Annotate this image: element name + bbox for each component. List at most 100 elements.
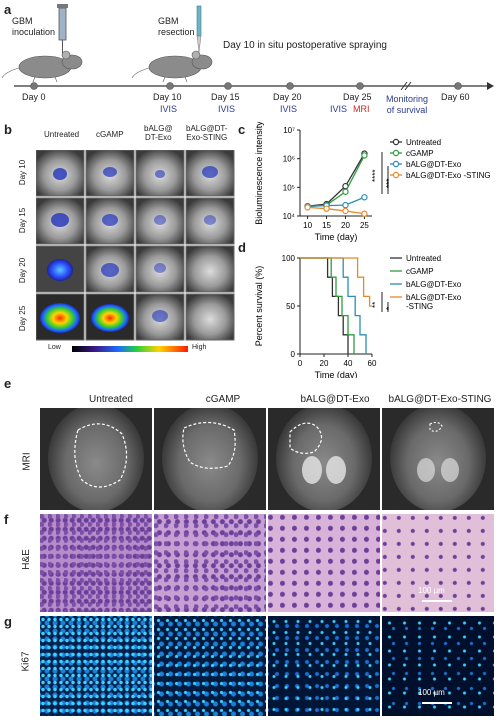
c-point: [304, 204, 311, 211]
timeline-ticks: [30, 82, 462, 90]
d-xtick-label: 20: [320, 359, 329, 368]
res-line1: GBM: [158, 16, 179, 26]
panel-label-g: g: [4, 614, 12, 629]
d-series-line: [300, 257, 349, 354]
he-scale-bar: [422, 600, 452, 602]
d-ylabel: Percent survival (%): [254, 266, 264, 347]
inoc-line2: inoculation: [12, 27, 56, 37]
d-xtick-label: 60: [368, 359, 377, 368]
ivis-row-3: [36, 245, 235, 293]
c-point: [361, 210, 368, 217]
ivis-col-balg-sting: bALG@DT- Exo-STING: [186, 124, 227, 142]
c-legend-label: Untreated: [406, 138, 441, 147]
c-legend-marker: [392, 171, 400, 179]
ivis-row-1: [36, 150, 235, 197]
spray-note: Day 10 in situ postoperative spraying: [223, 40, 387, 51]
day-60: Day 60: [441, 92, 470, 102]
survival-chart: 0 50 100 0 20 40 60 Time (day) Percent survival …: [254, 254, 462, 378]
ivis-row-day25: Day 25: [18, 305, 28, 332]
he-image-balg: [268, 514, 380, 612]
scale-high: High: [192, 344, 207, 351]
c-legend-label: bALG@DT-Exo -STING: [406, 171, 491, 180]
ki67-image-balg: [268, 616, 380, 716]
ivis-row-2: [36, 197, 235, 245]
balg-l2: DT-Exo: [144, 133, 172, 142]
res-line2: resection: [158, 27, 195, 37]
c-point: [323, 205, 330, 212]
syringe-icon: [57, 4, 68, 56]
d-legend-label: bALG@DT-Exo: [406, 280, 462, 289]
timeline-graphic: [1, 4, 494, 91]
ivis-col-cgamp: cGAMP: [96, 130, 124, 139]
d-series-line: [300, 257, 355, 354]
day-10: Day 10: [153, 92, 182, 102]
panel-label-c: c: [238, 122, 246, 137]
d-xtick-label: 40: [344, 359, 353, 368]
mri-image-balg: [268, 408, 380, 510]
mri-col-untreated: Untreated: [89, 394, 133, 405]
c-ytick-label: 10⁴: [283, 212, 296, 221]
ivis-image-grid: [36, 150, 235, 352]
c-legend-marker: [392, 138, 400, 146]
mri-col-cgamp: cGAMP: [205, 394, 241, 405]
mri-row-label: MRI: [21, 452, 33, 471]
c-series-line: [307, 153, 365, 207]
c-point: [361, 194, 368, 201]
ivis-row-4: [36, 293, 235, 341]
gbm-inoculation-label: GBM inoculation: [12, 16, 55, 38]
c-ytick-label: 10⁵: [283, 183, 295, 192]
he-row-label: H&E: [20, 549, 32, 570]
ivis-row-day20: Day 20: [18, 257, 28, 284]
panel-label-f: f: [4, 512, 9, 527]
scalpel-icon: [196, 5, 202, 53]
c-ytick-label: 10⁶: [283, 155, 295, 164]
c-series-line: [307, 155, 365, 208]
c-legend-marker: [392, 149, 400, 157]
monitor-line1: Monitoring: [386, 94, 429, 104]
balg-l1: bALG@: [144, 124, 173, 133]
mouse-icon-1: [1, 50, 83, 83]
he-image-cgamp: [154, 514, 266, 612]
ki67-image-cgamp: [154, 616, 266, 716]
panel-label-e: e: [4, 376, 12, 391]
mri-col-balg-sting: bALG@DT-Exo-STING: [388, 394, 492, 405]
ivis-25: IVIS: [330, 104, 348, 114]
c-series-line: [307, 206, 365, 215]
c-xtick-label: 20: [341, 221, 350, 230]
d-ytick-label: 0: [291, 350, 296, 359]
d-series-line: [300, 257, 367, 354]
mri-25: MRI: [353, 104, 370, 114]
d-xlabel: Time (day): [315, 370, 358, 378]
panel-label-d: d: [238, 240, 246, 255]
d-ytick-label: 100: [282, 254, 296, 263]
ki67-scale-bar: [422, 702, 452, 704]
gbm-resection-label: GBM resection: [158, 16, 195, 38]
ki67-image-balg-sting: 100 µm: [382, 616, 494, 716]
mri-col-balg: bALG@DT-Exo: [300, 394, 370, 405]
color-scale-bar: [72, 346, 188, 352]
ki67-image-untreated: [40, 616, 152, 716]
c-point: [361, 152, 368, 159]
d-sig-2: *: [385, 307, 394, 310]
ivis-15: IVIS: [218, 104, 236, 114]
day-0: Day 0: [22, 92, 46, 102]
sting-l1: bALG@DT-: [186, 124, 228, 133]
he-scale-label: 100 µm: [418, 586, 445, 595]
panel-label-a: a: [4, 2, 12, 17]
inoc-line1: GBM: [12, 16, 33, 26]
d-legend-label: cGAMP: [406, 267, 434, 276]
sting-l2: Exo-STING: [186, 133, 228, 142]
c-xtick-label: 25: [360, 221, 369, 230]
ivis-column-headers: Untreated cGAMP bALG@ DT-Exo bALG@DT- Ex…: [40, 124, 240, 154]
ivis-row-day10: Day 10: [18, 159, 28, 186]
d-xtick-label: 0: [298, 359, 303, 368]
c-sig-2: ***: [385, 179, 394, 188]
d-ytick-label: 50: [286, 302, 295, 311]
mri-image-untreated: [40, 408, 152, 510]
c-legend-label: bALG@DT-Exo: [406, 160, 462, 169]
monitoring-label: Monitoring of survival: [386, 94, 428, 116]
d-legend-label-2: -STING: [406, 302, 433, 311]
c-legend-marker: [392, 160, 400, 168]
c-sig-1: ****: [371, 170, 380, 182]
c-ylabel: Bioluminescence intensity: [254, 122, 264, 225]
